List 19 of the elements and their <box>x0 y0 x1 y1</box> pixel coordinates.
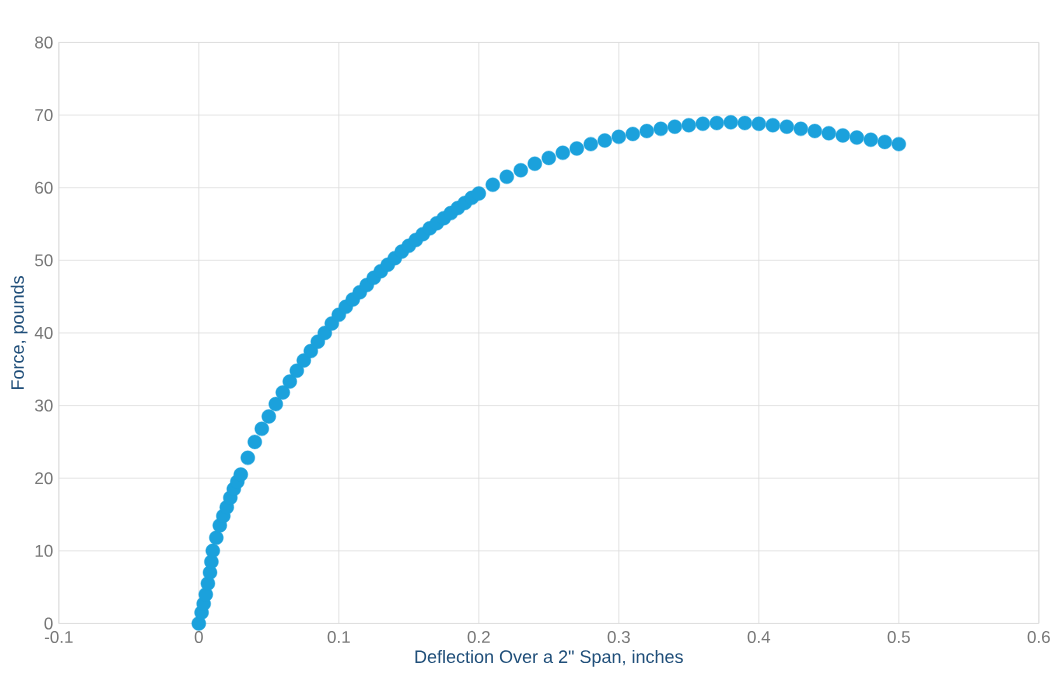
x-tick-label: 0.2 <box>467 630 490 644</box>
x-tick-label: 0.3 <box>607 630 630 644</box>
x-tick-label: 0 <box>194 630 203 644</box>
x-tick-label: 0.6 <box>1027 630 1050 644</box>
y-tick-label: 50 <box>35 254 53 267</box>
y-tick-label: 20 <box>35 472 53 485</box>
x-tick-label: 0.5 <box>887 630 910 644</box>
x-axis-title: Deflection Over a 2" Span, inches <box>415 649 683 667</box>
y-tick-label: 0 <box>44 617 53 630</box>
y-tick-label: 70 <box>35 109 53 122</box>
y-tick-label: 40 <box>34 326 53 339</box>
x-tick-label: -0.1 <box>44 630 73 644</box>
y-tick-label: 30 <box>35 399 53 412</box>
x-tick-label: 0.4 <box>747 630 771 644</box>
y-tick-label: 60 <box>35 181 53 194</box>
y-axis-title: Force, pounds <box>10 276 28 390</box>
y-tick-label: 80 <box>35 36 53 49</box>
y-tick-label: 10 <box>35 544 53 557</box>
x-tick-label: 0.1 <box>327 630 350 644</box>
